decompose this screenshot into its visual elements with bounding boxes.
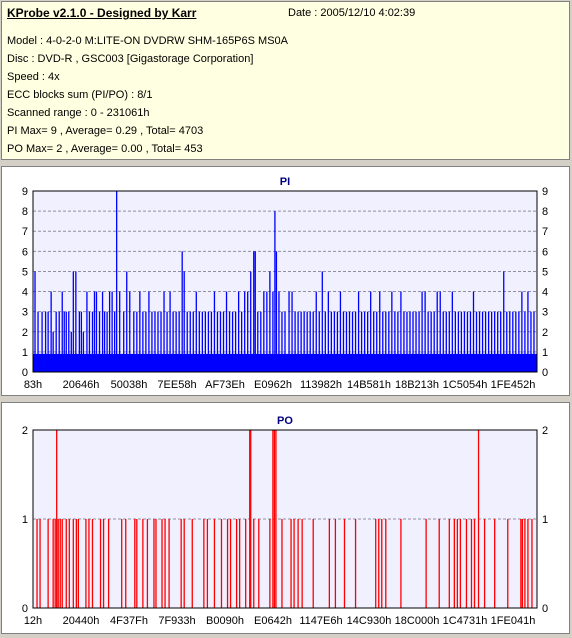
y-tick-label-left: 0 (22, 367, 28, 379)
x-tick-label: 7F933h (158, 615, 195, 627)
x-tick-label: E0962h (254, 379, 292, 391)
y-tick-label-right: 3 (542, 307, 548, 319)
y-tick-label-right: 1 (542, 347, 548, 359)
chart-title: PI (280, 176, 290, 188)
y-tick-label-left: 2 (22, 327, 28, 339)
y-tick-label-left: 1 (22, 347, 28, 359)
pi-chart-panel: 0 0 1 1 2 2 3 3 4 4 5 5 6 6 7 7 8 8 9 9 PI 83h 20646h 50038h 7EE… (1, 166, 570, 396)
y-tick-label-left: 0 (22, 603, 28, 615)
x-tick-label: 1FE041h (491, 615, 536, 627)
y-tick-label-left: 5 (22, 266, 28, 278)
y-tick-label-right: 0 (542, 603, 548, 615)
chart-title: PO (277, 415, 293, 427)
x-tick-label: 4F37Fh (110, 615, 148, 627)
plot-border (32, 190, 538, 373)
po-chart-panel: 0 0 1 1 2 2 PO 12h 20440h 4F37Fh 7F933h B0090h E0642… (1, 402, 570, 634)
x-tick-label: 1C4731h (443, 615, 488, 627)
y-tick-label-left: 3 (22, 307, 28, 319)
model-line: Model : 4-0-2-0 M:LITE-ON DVDRW SHM-165P… (7, 35, 288, 47)
y-tick-label-right: 1 (542, 514, 548, 526)
x-tick-label: 12h (24, 615, 42, 627)
y-tick-label-left: 7 (22, 226, 28, 238)
x-tick-label: 50038h (111, 379, 148, 391)
pi-chart: 0 0 1 1 2 2 3 3 4 4 5 5 6 6 7 7 8 8 9 9 PI 83h 20646h 50038h 7EE… (22, 176, 548, 391)
y-tick-label-left: 6 (22, 246, 28, 258)
x-tick-label: E0642h (254, 615, 292, 627)
y-tick-label-right: 4 (542, 287, 548, 299)
x-tick-label: B0090h (206, 615, 244, 627)
x-tick-label: 7EE58h (157, 379, 196, 391)
x-tick-label: 1FE452h (491, 379, 536, 391)
plot-border (32, 429, 538, 609)
x-tick-label: AF73Eh (205, 379, 245, 391)
y-tick-label-right: 2 (542, 327, 548, 339)
y-tick-label-right: 5 (542, 266, 548, 278)
y-tick-label-left: 8 (22, 206, 28, 218)
scan-date: Date : 2005/12/10 4:02:39 (288, 7, 416, 19)
po-stats-line: PO Max= 2 , Average= 0.00 , Total= 453 (7, 143, 203, 155)
speed-line: Speed : 4x (7, 71, 60, 83)
y-tick-label-right: 6 (542, 246, 548, 258)
y-tick-label-left: 9 (22, 186, 28, 198)
y-tick-label-left: 1 (22, 514, 28, 526)
range-line: Scanned range : 0 - 231061h (7, 107, 150, 119)
x-tick-label: 1147E6h (299, 615, 342, 627)
y-tick-label-left: 4 (22, 287, 28, 299)
x-tick-label: 20646h (63, 379, 100, 391)
x-tick-label: 18C000h (395, 615, 440, 627)
y-tick-label-right: 8 (542, 206, 548, 218)
x-tick-label: 1C5054h (443, 379, 488, 391)
y-tick-label-right: 7 (542, 226, 548, 238)
x-tick-label: 113982h (300, 379, 342, 391)
y-tick-label-right: 9 (542, 186, 548, 198)
y-tick-label-left: 2 (22, 425, 28, 437)
x-tick-label: 14C930h (347, 615, 392, 627)
y-tick-label-right: 0 (542, 367, 548, 379)
x-tick-label: 20440h (63, 615, 100, 627)
info-panel: KProbe v2.1.0 - Designed by Karr Date : … (1, 1, 570, 160)
x-tick-label: 18B213h (395, 379, 439, 391)
app-title: KProbe v2.1.0 - Designed by Karr (7, 6, 197, 20)
x-tick-label: 83h (24, 379, 42, 391)
pi-stats-line: PI Max= 9 , Average= 0.29 , Total= 4703 (7, 125, 204, 137)
po-chart: 0 0 1 1 2 2 PO 12h 20440h 4F37Fh 7F933h B0090h E0642… (22, 415, 548, 627)
y-tick-label-right: 2 (542, 425, 548, 437)
x-tick-label: 14B581h (347, 379, 391, 391)
ecc-line: ECC blocks sum (PI/PO) : 8/1 (7, 89, 153, 101)
disc-line: Disc : DVD-R , GSC003 [Gigastorage Corpo… (7, 53, 254, 65)
